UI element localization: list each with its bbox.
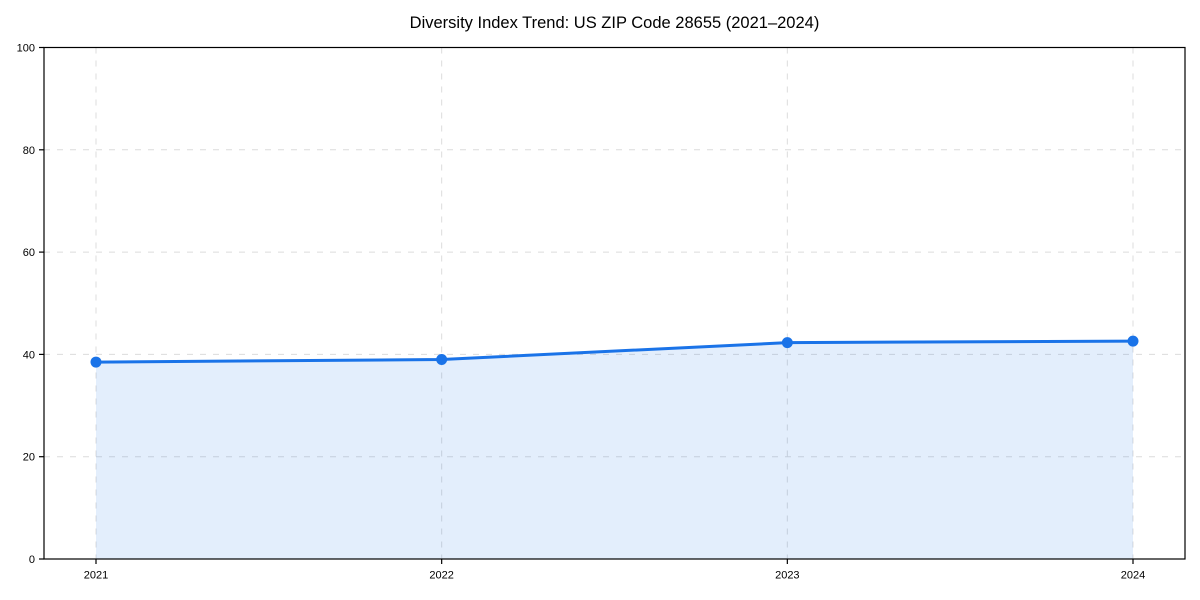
chart-title: Diversity Index Trend: US ZIP Code 28655…	[409, 14, 820, 32]
y-tick-label: 60	[23, 247, 35, 259]
data-point	[1127, 335, 1139, 347]
trend-line	[94, 339, 1135, 364]
x-tick-label: 2023	[775, 570, 799, 582]
x-tick-label: 2021	[84, 570, 108, 582]
y-tick-label: 100	[17, 43, 35, 55]
data-point	[436, 354, 448, 366]
area-fill	[96, 341, 1133, 559]
x-tick-label: 2024	[1121, 570, 1145, 582]
data-point	[781, 337, 793, 349]
y-tick-label: 80	[23, 145, 35, 157]
y-tick-label: 40	[23, 349, 35, 361]
y-tick-label: 0	[29, 554, 35, 566]
x-tick-label: 2022	[429, 570, 453, 582]
plot-border	[43, 46, 1186, 560]
y-tick-label: 20	[23, 452, 35, 464]
data-point	[90, 356, 102, 368]
